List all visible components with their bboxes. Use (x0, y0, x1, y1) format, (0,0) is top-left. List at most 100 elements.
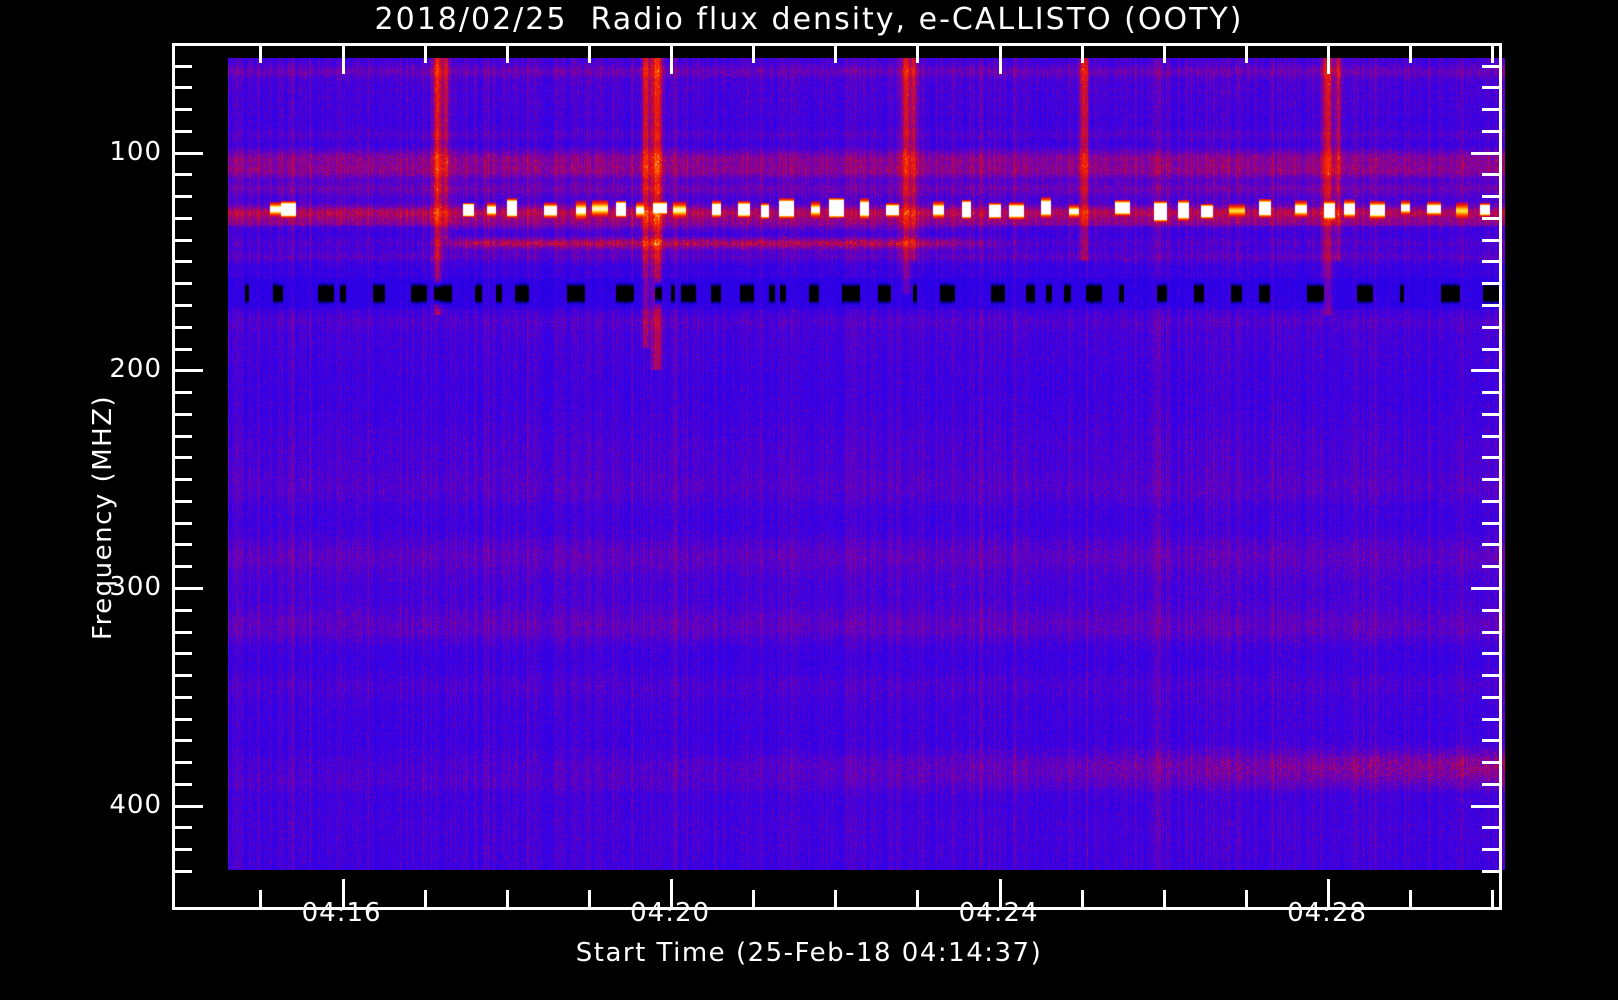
x-axis-title: Start Time (25-Feb-18 04:14:37) (575, 938, 1043, 968)
axis-tick (999, 879, 1002, 907)
axis-tick (1482, 674, 1499, 677)
axis-tick (175, 870, 192, 873)
y-tick-label: 400 (109, 789, 162, 820)
axis-tick (175, 696, 192, 699)
axis-tick (259, 890, 262, 907)
figure-title: 2018/02/25 Radio flux density, e-CALLIST… (374, 2, 1244, 37)
axis-tick (175, 631, 192, 634)
axis-tick (1482, 456, 1499, 459)
axis-tick (506, 890, 509, 907)
axis-tick (1482, 348, 1499, 351)
axis-tick (1482, 195, 1499, 198)
axis-tick (175, 522, 192, 525)
axis-tick (1482, 435, 1499, 438)
axis-tick (752, 890, 755, 907)
axis-tick (175, 239, 192, 242)
axis-tick (1409, 890, 1412, 907)
axis-tick (1482, 173, 1499, 176)
axis-tick (175, 652, 192, 655)
axis-tick (670, 879, 673, 907)
axis-tick (1245, 46, 1248, 63)
axis-tick (175, 565, 192, 568)
axis-tick (1471, 369, 1499, 372)
axis-tick (342, 879, 345, 907)
axis-tick (175, 739, 192, 742)
axis-tick (175, 456, 192, 459)
axis-tick (1327, 879, 1330, 907)
axis-tick (1482, 826, 1499, 829)
axis-tick (1482, 260, 1499, 263)
axis-tick (175, 718, 192, 721)
axis-tick (175, 500, 192, 503)
y-tick-label: 300 (109, 571, 162, 602)
axis-tick (1482, 631, 1499, 634)
axis-tick (175, 674, 192, 677)
axis-tick (342, 46, 345, 74)
axis-tick (1482, 761, 1499, 764)
axis-tick (1482, 870, 1499, 873)
axis-tick (175, 369, 203, 372)
axis-tick (1482, 652, 1499, 655)
axis-tick (916, 890, 919, 907)
axis-tick (175, 195, 192, 198)
axis-tick (175, 86, 192, 89)
axis-tick (1482, 65, 1499, 68)
axis-tick (175, 848, 192, 851)
axis-tick (1327, 46, 1330, 74)
axis-tick (1081, 890, 1084, 907)
axis-tick (1482, 413, 1499, 416)
axis-tick (670, 46, 673, 74)
axis-tick (1081, 46, 1084, 63)
y-tick-label: 200 (109, 354, 162, 385)
axis-tick (175, 260, 192, 263)
axis-tick (175, 826, 192, 829)
axis-tick (424, 46, 427, 63)
axis-tick (1471, 805, 1499, 808)
axis-tick (175, 173, 192, 176)
axis-tick (175, 391, 192, 394)
x-tick-label: 04:28 (1287, 898, 1368, 928)
axis-tick (1482, 543, 1499, 546)
axis-tick (1482, 565, 1499, 568)
axis-tick (916, 46, 919, 63)
axis-tick (175, 108, 192, 111)
axis-tick (175, 783, 192, 786)
axis-tick (1482, 609, 1499, 612)
axis-tick (999, 46, 1002, 74)
axis-tick (1491, 890, 1494, 907)
axis-tick (175, 805, 203, 808)
axis-tick (1482, 522, 1499, 525)
axis-tick (175, 304, 192, 307)
axis-tick (1482, 326, 1499, 329)
y-axis-title: Frequency (MHZ) (88, 394, 118, 640)
axis-tick (1245, 890, 1248, 907)
axis-tick (1471, 587, 1499, 590)
axis-tick (834, 46, 837, 63)
axis-tick (175, 609, 192, 612)
axis-tick (1482, 718, 1499, 721)
axis-tick (588, 46, 591, 63)
axis-tick (1471, 152, 1499, 155)
axis-tick (175, 65, 192, 68)
axis-tick (1482, 478, 1499, 481)
axis-tick (1482, 108, 1499, 111)
axis-tick (175, 130, 192, 133)
y-tick-label: 100 (109, 136, 162, 167)
axis-tick (175, 326, 192, 329)
axis-tick (506, 46, 509, 63)
axis-tick (175, 217, 192, 220)
axis-tick (1482, 304, 1499, 307)
axis-tick (1163, 890, 1166, 907)
axis-tick (1482, 130, 1499, 133)
axis-tick (175, 348, 192, 351)
x-tick-label: 04:16 (301, 898, 382, 928)
x-tick-label: 04:20 (630, 898, 711, 928)
axis-tick (1482, 848, 1499, 851)
axis-tick (175, 761, 192, 764)
axis-tick (175, 413, 192, 416)
axis-tick (175, 435, 192, 438)
axis-tick (1482, 696, 1499, 699)
axis-tick (424, 890, 427, 907)
axis-tick (175, 478, 192, 481)
